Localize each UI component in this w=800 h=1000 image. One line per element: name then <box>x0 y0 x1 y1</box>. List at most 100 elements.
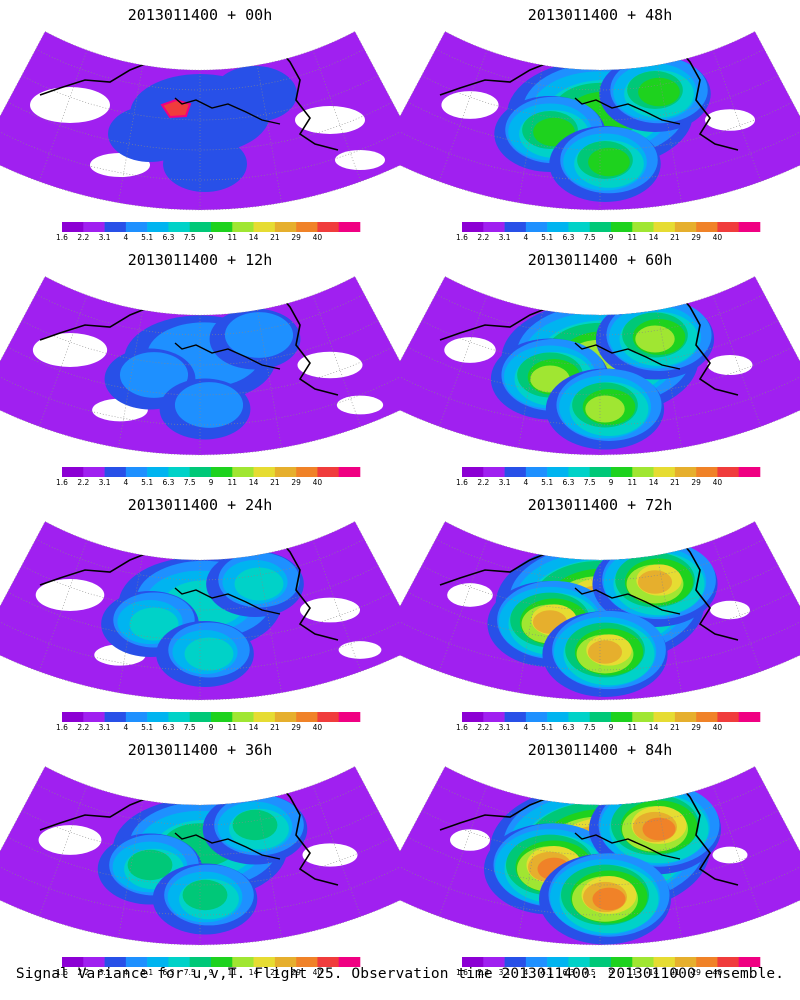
colorbar-label: 9 <box>609 968 614 977</box>
coastline <box>174 587 281 615</box>
island <box>639 276 652 278</box>
latitude-line <box>400 128 800 181</box>
no-data-patch <box>32 333 108 367</box>
colorbar-swatch <box>147 957 169 967</box>
colorbar-label: 9 <box>209 968 214 977</box>
colorbar-label: 6.3 <box>162 233 174 242</box>
colorbar-label: 14 <box>249 478 259 487</box>
colorbar-label: 14 <box>649 233 659 242</box>
forecast-panel: 1.6 2.2 3.1 4 5.1 6.3 7.5 9 11 14 21 29 40 2013011400… <box>400 0 800 245</box>
latitude-line <box>21 565 379 611</box>
latitude-line <box>435 293 765 336</box>
panel-title: 2013011400 + 60h <box>527 251 673 269</box>
colorbar-label: 2.2 <box>77 478 89 487</box>
latitude-line <box>435 48 765 91</box>
contour-fill <box>232 809 278 841</box>
variance-map: 1.6 2.2 3.1 4 5.1 6.3 7.5 9 11 14 21 29 40 <box>0 275 400 487</box>
colorbar-swatch <box>274 222 297 232</box>
longitude-line <box>312 294 362 427</box>
contour-fill <box>127 849 173 881</box>
colorbar-swatch <box>611 467 633 477</box>
colorbar-swatch <box>338 467 361 477</box>
island <box>239 31 252 33</box>
colorbar-swatch <box>483 957 505 967</box>
island <box>671 36 684 47</box>
latitude-line <box>421 810 779 856</box>
island <box>225 521 238 527</box>
latitude-line <box>35 783 365 826</box>
colorbar-swatch <box>338 222 361 232</box>
colorbar-label: 7.5 <box>584 968 596 977</box>
colorbar-swatch <box>611 222 633 232</box>
latitude-line <box>400 863 800 916</box>
island <box>249 766 262 776</box>
colorbar-swatch <box>253 957 276 967</box>
no-data-patch <box>710 600 750 620</box>
colorbar-label: 1.6 <box>56 233 68 242</box>
colorbar-label: 3.1 <box>499 233 511 242</box>
island <box>261 276 274 282</box>
colorbar-swatch <box>525 712 548 722</box>
colorbar-label: 14 <box>649 968 659 977</box>
domain-outline <box>0 765 400 946</box>
latitude-line <box>21 75 379 121</box>
colorbar-swatch <box>232 712 254 722</box>
colorbar-swatch <box>274 467 297 477</box>
colorbar-label: 5.1 <box>141 478 153 487</box>
colorbar-label: 21 <box>270 968 280 977</box>
latitude-line <box>435 783 765 826</box>
no-data-patch <box>450 829 490 851</box>
island <box>271 36 284 47</box>
island <box>233 526 246 537</box>
colorbar-label: 1.6 <box>456 723 468 732</box>
colorbar-swatch <box>696 712 718 722</box>
colorbar-swatch <box>462 957 484 967</box>
latitude-line <box>421 75 779 121</box>
colorbar-swatch <box>104 712 127 722</box>
longitude-line <box>438 294 488 427</box>
longitude-line <box>712 49 762 182</box>
colorbar-swatch <box>717 712 740 722</box>
colorbar-swatch <box>462 467 484 477</box>
colorbar-label: 3.1 <box>99 968 111 977</box>
colorbar-label: 4 <box>123 233 128 242</box>
colorbar-swatch <box>317 222 340 232</box>
colorbar-label: 6.3 <box>562 478 574 487</box>
colorbar-swatch <box>738 222 761 232</box>
island <box>671 281 684 292</box>
colorbar-label: 5.1 <box>141 968 153 977</box>
colorbar-label: 21 <box>670 723 680 732</box>
colorbar-swatch <box>483 467 505 477</box>
latitude-line <box>21 810 379 856</box>
island <box>261 766 274 772</box>
colorbar-label: 11 <box>628 233 638 242</box>
colorbar-swatch <box>674 712 697 722</box>
colorbar-swatch <box>211 467 233 477</box>
variance-map: 1.6 2.2 3.1 4 5.1 6.3 7.5 9 11 14 21 29 40 <box>0 30 400 242</box>
colorbar-swatch <box>168 467 191 477</box>
contour-fill <box>638 77 680 107</box>
colorbar-label: 29 <box>691 478 701 487</box>
colorbar-swatch <box>147 222 169 232</box>
island <box>225 766 238 772</box>
colorbar-label: 11 <box>228 478 238 487</box>
colorbar-label: 1.6 <box>456 968 468 977</box>
colorbar-label: 3.1 <box>99 478 111 487</box>
island <box>633 36 646 47</box>
latitude-line <box>21 320 379 366</box>
colorbar-swatch <box>504 467 527 477</box>
colorbar-label: 7.5 <box>184 233 196 242</box>
domain-outline <box>400 275 800 456</box>
colorbar-swatch <box>232 957 254 967</box>
colorbar-label: 40 <box>313 478 323 487</box>
colorbar-swatch <box>317 712 340 722</box>
longitude-line <box>712 294 762 427</box>
colorbar-label: 4 <box>523 968 528 977</box>
colorbar-label: 11 <box>628 723 638 732</box>
colorbar-swatch <box>525 467 548 477</box>
colorbar-label: 7.5 <box>184 968 196 977</box>
variance-map: 1.6 2.2 3.1 4 5.1 6.3 7.5 9 11 14 21 29 40 <box>0 520 400 732</box>
colorbar-swatch <box>653 222 676 232</box>
domain-outline <box>400 520 800 701</box>
colorbar-swatch <box>83 467 105 477</box>
